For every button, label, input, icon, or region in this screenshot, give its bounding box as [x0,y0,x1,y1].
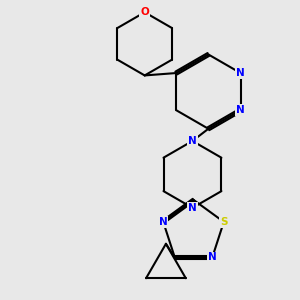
Text: N: N [236,105,245,115]
Text: S: S [220,217,228,227]
Text: N: N [188,136,197,146]
Text: N: N [159,217,168,227]
Text: N: N [188,203,197,213]
Text: N: N [208,253,217,262]
Text: O: O [140,7,149,17]
Text: N: N [236,68,245,78]
